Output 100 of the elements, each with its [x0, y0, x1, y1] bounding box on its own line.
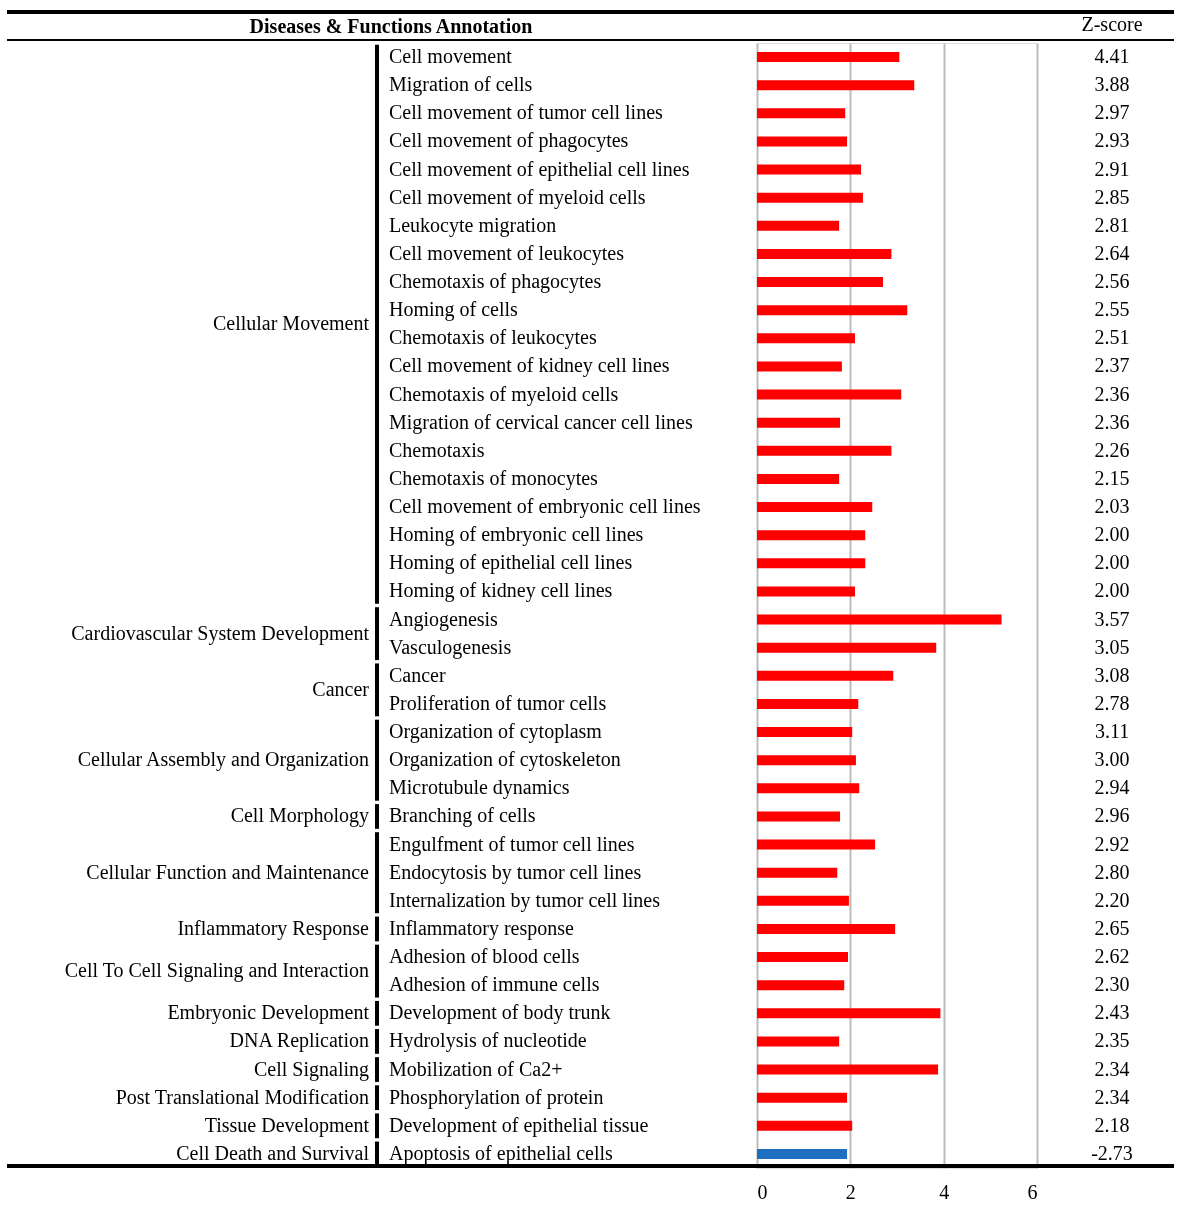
- y-tick-label: Branching of cells: [389, 804, 536, 828]
- text: Z-score: [1081, 13, 1143, 35]
- y-tick-label: Cancer: [389, 663, 446, 686]
- y-tick-label: Homing of cells: [389, 298, 519, 322]
- text: 2.96: [1094, 804, 1130, 827]
- text: 2.43: [1094, 1001, 1130, 1024]
- text: 2.34: [1094, 1085, 1130, 1108]
- text: Inflammatory Response: [177, 916, 370, 940]
- text: 2.78: [1094, 691, 1130, 714]
- text: 3.05: [1094, 635, 1130, 658]
- y-tick-label: Inflammatory response: [389, 916, 575, 940]
- text: 2.94: [1094, 776, 1130, 799]
- x-tick-label: 4: [939, 1180, 950, 1203]
- y-tick-label: Organization of cytoplasm: [389, 720, 603, 744]
- y-tick-label: Adhesion of blood cells: [389, 945, 580, 968]
- text: Diseases & Functions Annotation: [249, 15, 533, 37]
- y-tick-label: Chemotaxis: [389, 438, 485, 461]
- text: Cancer: [312, 677, 370, 700]
- text: 2.35: [1094, 1029, 1130, 1052]
- y-tick-label: Cell movement of leukocytes: [389, 241, 625, 265]
- text: Cellular Function and Maintenance: [86, 860, 370, 883]
- text: Cardiovascular System Development: [71, 621, 370, 645]
- y-tick-label: Adhesion of immune cells: [389, 973, 600, 996]
- text: 2.03: [1094, 495, 1130, 518]
- text: Tissue Development: [204, 1113, 370, 1137]
- y-tick-label: Migration of cervical cancer cell lines: [389, 410, 693, 434]
- y-tick-label: Chemotaxis of leukocytes: [389, 326, 597, 350]
- text: DNA Replication: [229, 1029, 369, 1053]
- text: 2.85: [1094, 185, 1130, 208]
- y-tick-label: Angiogenesis: [389, 607, 499, 631]
- text: 2.55: [1094, 298, 1130, 321]
- text: Embryonic Development: [167, 1001, 370, 1025]
- y-tick-label: Homing of epithelial cell lines: [389, 551, 633, 575]
- y-tick-label: Development of epithelial tissue: [389, 1113, 649, 1137]
- text: 2.80: [1094, 860, 1130, 883]
- y-tick-label: Cell movement of myeloid cells: [389, 185, 646, 209]
- x-tick-label: 2: [845, 1180, 856, 1203]
- text: 2.93: [1094, 129, 1130, 152]
- x-tick-label: 6: [1027, 1180, 1038, 1203]
- text: 2.91: [1094, 157, 1130, 180]
- y-tick-label: Migration of cells: [389, 73, 533, 97]
- y-tick-label: Development of body trunk: [389, 1001, 611, 1025]
- text: 2.30: [1094, 973, 1130, 996]
- y-tick-label: Mobilization of Ca2+: [389, 1057, 563, 1080]
- text: 4.41: [1094, 45, 1130, 68]
- text: Cell Morphology: [230, 804, 369, 828]
- y-tick-label: Engulfment of tumor cell lines: [389, 832, 635, 856]
- y-tick-label: Leukocyte migration: [389, 213, 557, 237]
- y-tick-label: Vasculogenesis: [389, 635, 512, 659]
- y-tick-label: Chemotaxis of myeloid cells: [389, 382, 619, 406]
- text: 2.00: [1094, 523, 1130, 546]
- y-tick-label: Cell movement of epithelial cell lines: [389, 157, 690, 181]
- y-tick-label: Microtubule dynamics: [389, 776, 570, 800]
- text: 2.20: [1094, 888, 1130, 911]
- y-tick-label: Phosphorylation of protein: [389, 1085, 604, 1109]
- text: 2.62: [1094, 945, 1130, 968]
- y-tick-label: Hydrolysis of nucleotide: [389, 1029, 587, 1053]
- x-tick-label: 0: [757, 1180, 768, 1203]
- text: 3.88: [1094, 73, 1130, 96]
- text: Cellular Movement: [212, 312, 370, 335]
- text: 2.36: [1094, 382, 1130, 405]
- y-tick-label: Proliferation of tumor cells: [389, 691, 607, 714]
- y-tick-label: Apoptosis of epithelial cells: [389, 1141, 614, 1165]
- y-tick-label: Cell movement of embryonic cell lines: [389, 495, 701, 519]
- text: 2.18: [1094, 1113, 1130, 1136]
- text: 2.97: [1094, 101, 1130, 124]
- text: 2.51: [1094, 326, 1130, 349]
- text: 2.65: [1094, 916, 1130, 939]
- y-tick-label: Endocytosis by tumor cell lines: [389, 860, 642, 884]
- text: 2.26: [1094, 438, 1130, 461]
- y-tick-label: Chemotaxis of monocytes: [389, 466, 599, 490]
- text: Cellular Assembly and Organization: [77, 748, 369, 772]
- y-tick-label: Cell movement: [389, 45, 513, 68]
- text: 2.00: [1094, 579, 1130, 602]
- text: 2.36: [1094, 410, 1130, 433]
- text: 2.92: [1094, 832, 1130, 855]
- text: 3.08: [1094, 663, 1130, 686]
- text: 2.64: [1094, 241, 1130, 264]
- y-tick-label: Homing of kidney cell lines: [389, 579, 613, 603]
- text: Post Translational Modification: [115, 1085, 369, 1108]
- text: 3.00: [1094, 748, 1130, 771]
- text: 2.37: [1094, 354, 1130, 377]
- y-tick-label: Cell movement of kidney cell lines: [389, 354, 670, 378]
- text: 3.11: [1094, 720, 1130, 743]
- text: 2.81: [1094, 213, 1130, 236]
- y-tick-label: Internalization by tumor cell lines: [389, 888, 661, 912]
- text: 2.15: [1094, 466, 1130, 489]
- y-tick-label: Chemotaxis of phagocytes: [389, 270, 602, 294]
- y-tick-label: Cell movement of tumor cell lines: [389, 101, 664, 124]
- text: 2.34: [1094, 1057, 1130, 1080]
- text: 3.57: [1094, 607, 1130, 630]
- text: Cell Signaling: [254, 1057, 369, 1081]
- text: 2.56: [1094, 270, 1130, 293]
- y-tick-label: Homing of embryonic cell lines: [389, 523, 644, 547]
- y-tick-label: Cell movement of phagocytes: [389, 129, 629, 153]
- text: -2.73: [1091, 1141, 1133, 1164]
- text: Cell To Cell Signaling and Interaction: [64, 959, 369, 983]
- y-tick-label: Organization of cytoskeleton: [389, 748, 621, 772]
- text: 2.00: [1094, 551, 1130, 574]
- text: Cell Death and Survival: [176, 1141, 370, 1164]
